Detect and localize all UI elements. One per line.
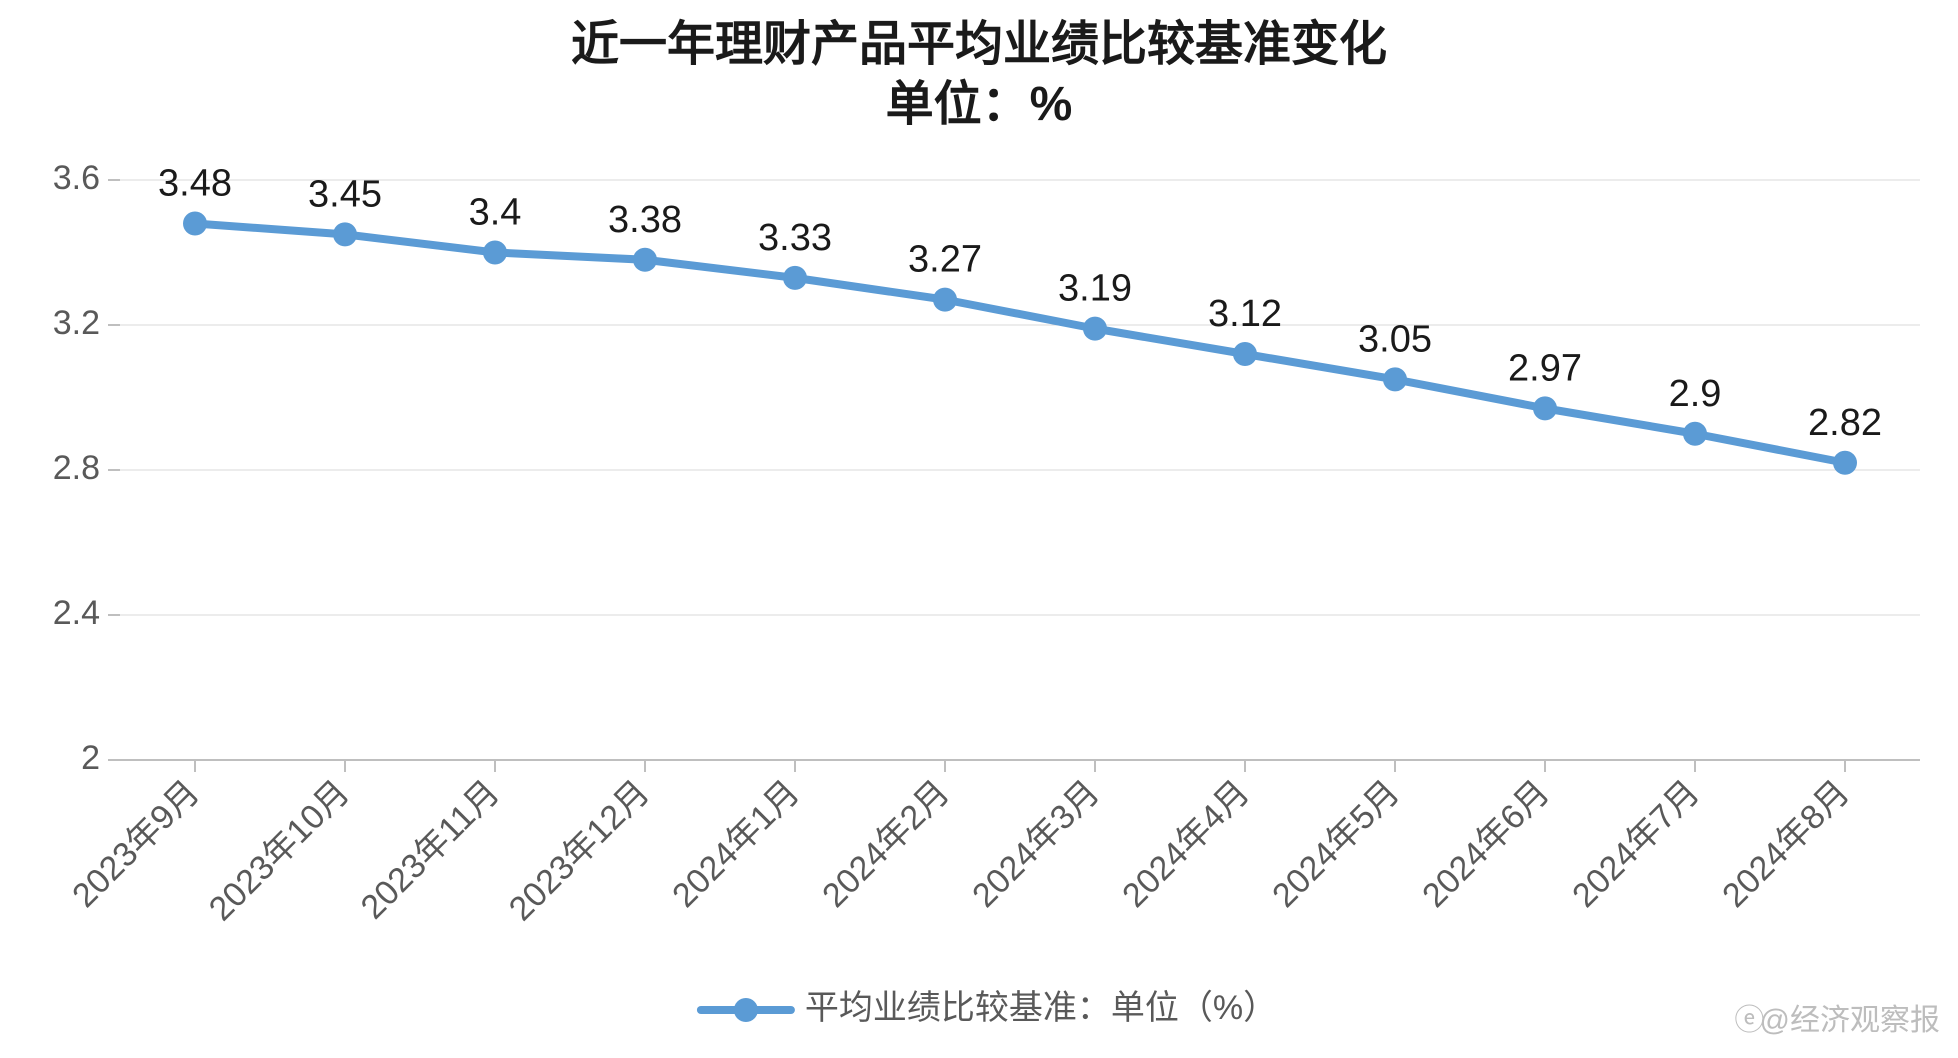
x-tick-label: 2024年8月	[1715, 773, 1857, 915]
data-marker	[1683, 422, 1707, 446]
data-label: 3.4	[469, 192, 522, 234]
x-tick-label: 2023年12月	[502, 773, 657, 928]
data-marker	[933, 288, 957, 312]
y-tick-label: 3.2	[53, 304, 100, 342]
data-marker	[1533, 396, 1557, 420]
data-label: 3.05	[1358, 318, 1432, 360]
series-line	[195, 224, 1845, 463]
chart-title-line1: 近一年理财产品平均业绩比较基准变化	[571, 18, 1387, 71]
y-tick-label: 2	[81, 739, 100, 777]
legend-label: 平均业绩比较基准：单位（%）	[805, 989, 1277, 1027]
data-label: 3.45	[308, 173, 382, 215]
x-tick-label: 2024年1月	[665, 773, 807, 915]
data-label: 2.82	[1808, 402, 1882, 444]
data-label: 2.9	[1669, 373, 1722, 415]
watermark-icon: ⓔ	[1734, 1004, 1764, 1037]
line-chart-svg: 近一年理财产品平均业绩比较基准变化单位：% 2 2.4 2.8 3.2 3.6 2023年9…	[0, 0, 1958, 1058]
x-tick-label: 2023年10月	[202, 773, 357, 928]
x-tick-label: 2024年3月	[965, 773, 1107, 915]
chart-container: 近一年理财产品平均业绩比较基准变化单位：% 2 2.4 2.8 3.2 3.6 2023年9…	[0, 0, 1958, 1058]
data-marker	[633, 248, 657, 272]
x-tick-label: 2023年11月	[354, 773, 507, 926]
y-tick-label: 2.4	[53, 594, 100, 632]
legend: 平均业绩比较基准：单位（%）	[701, 989, 1277, 1027]
data-marker	[1383, 367, 1407, 391]
x-tick-label: 2024年7月	[1565, 773, 1707, 915]
data-label: 3.12	[1208, 293, 1282, 335]
y-tick-label: 3.6	[53, 159, 100, 197]
data-label: 3.48	[158, 163, 232, 205]
watermark: @经济观察报ⓔ	[1734, 1004, 1940, 1037]
legend-marker-sample	[734, 998, 758, 1022]
data-label: 3.33	[758, 217, 832, 259]
data-marker	[783, 266, 807, 290]
data-label: 3.19	[1058, 268, 1132, 310]
data-marker	[1233, 342, 1257, 366]
data-marker	[183, 212, 207, 236]
x-tick-label: 2024年2月	[815, 773, 957, 915]
data-marker	[483, 241, 507, 265]
data-marker	[1833, 451, 1857, 475]
data-label: 2.97	[1508, 347, 1582, 389]
data-label: 3.27	[908, 239, 982, 281]
watermark-text: @经济观察报	[1760, 1004, 1940, 1037]
x-tick-label: 2023年9月	[65, 773, 207, 915]
data-marker	[333, 222, 357, 246]
x-tick-label: 2024年5月	[1265, 773, 1407, 915]
data-marker	[1083, 317, 1107, 341]
data-label: 3.38	[608, 199, 682, 241]
x-tick-label: 2024年4月	[1115, 773, 1257, 915]
y-tick-label: 2.8	[53, 449, 100, 487]
chart-title-line2: 单位：%	[886, 78, 1073, 131]
x-tick-label: 2024年6月	[1415, 773, 1557, 915]
